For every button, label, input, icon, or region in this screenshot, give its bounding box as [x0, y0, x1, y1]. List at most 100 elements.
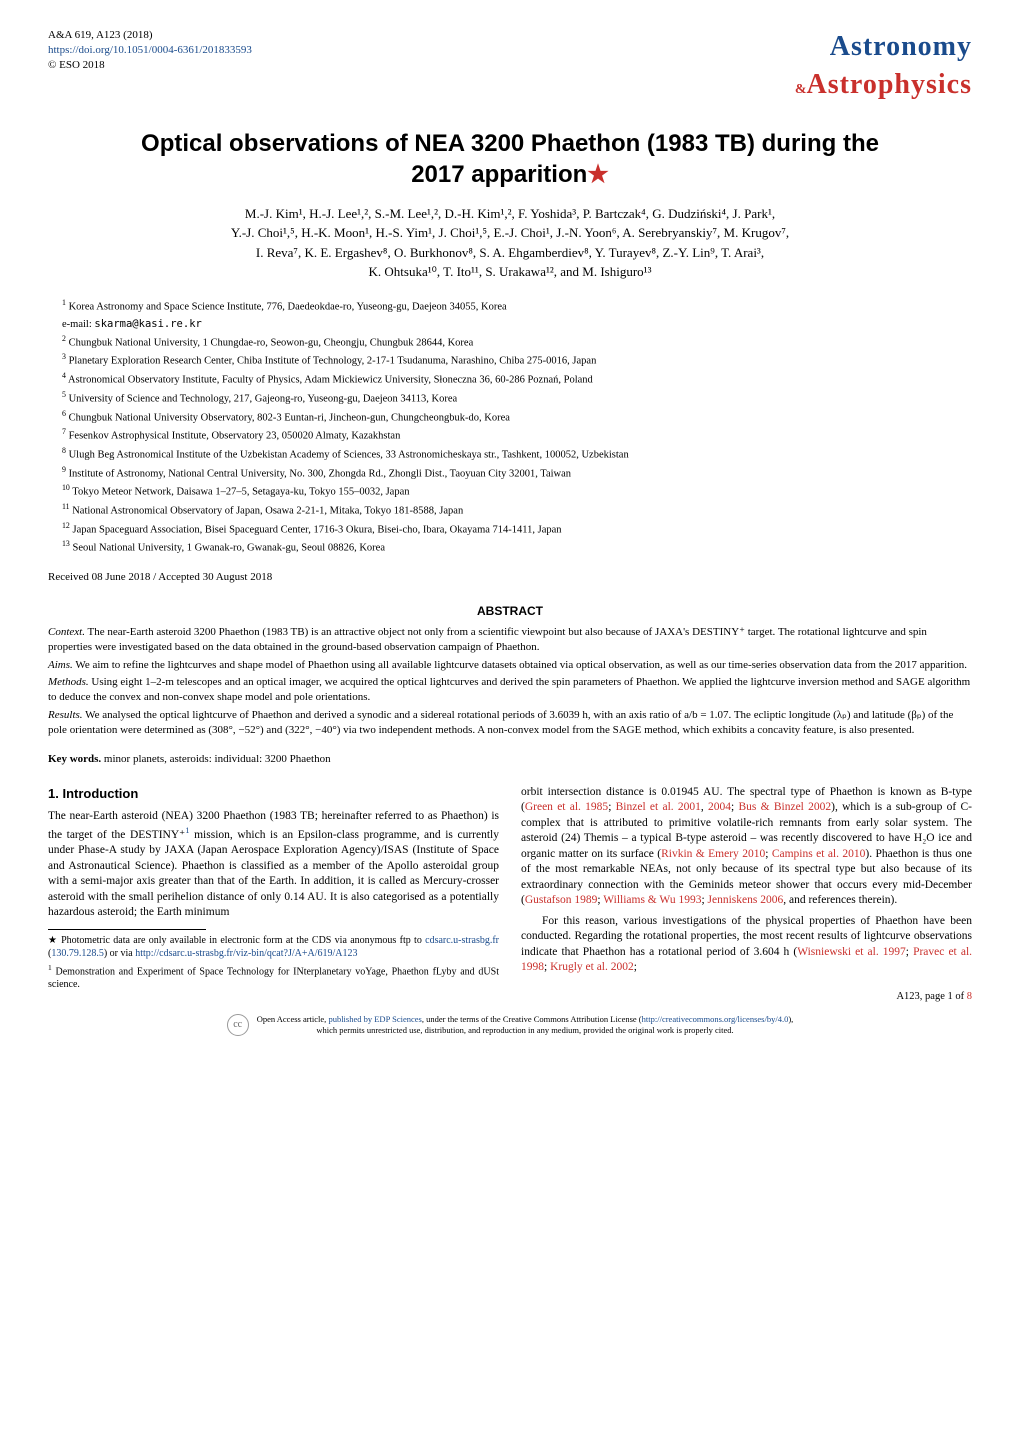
citation-link[interactable]: Green et al. 1985 [525, 801, 608, 813]
title-line1: Optical observations of NEA 3200 Phaetho… [141, 130, 879, 157]
intro-paragraph-right-1: orbit intersection distance is 0.01945 A… [521, 785, 972, 909]
license-text-a: Open Access article, [257, 1014, 329, 1024]
journal-ref: A&A 619, A123 (2018) [48, 28, 252, 43]
footnote-star: ★ Photometric data are only available in… [48, 934, 499, 961]
cc-icon: cc [227, 1014, 249, 1036]
page-label-a: A123, page 1 of [896, 991, 966, 1002]
abstract-aims: Aims. We aim to refine the lightcurves a… [48, 658, 972, 673]
authors-line3: I. Reva⁷, K. E. Ergashev⁸, O. Burkhonov⁸… [48, 243, 972, 263]
email-value[interactable]: skarma@kasi.re.kr [94, 318, 201, 330]
aff-sup: 5 [62, 390, 66, 399]
logo-astrophysics: Astrophysics [806, 69, 972, 100]
sep: , [701, 801, 708, 813]
authors-line2: Y.-J. Choi¹,⁵, H.-K. Moon¹, H.-S. Yim¹, … [48, 223, 972, 243]
aims-label: Aims. [48, 659, 73, 671]
intro-paragraph-right-2: For this reason, various investigations … [521, 914, 972, 976]
logo-astronomy: Astronomy [830, 31, 972, 62]
aff-text: Tokyo Meteor Network, Daisawa 1–27–5, Se… [72, 487, 409, 498]
copyright: © ESO 2018 [48, 58, 252, 73]
citation-link[interactable]: 2004 [708, 801, 731, 813]
citation-link[interactable]: Gustafson 1989 [525, 894, 598, 906]
affiliation-7: 7 Fesenkov Astrophysical Institute, Obse… [62, 427, 972, 444]
license-text-c: ), [788, 1014, 793, 1024]
aff-text: Fesenkov Astrophysical Institute, Observ… [69, 431, 401, 442]
authors-block: M.-J. Kim¹, H.-J. Lee¹,², S.-M. Lee¹,², … [48, 204, 972, 282]
affiliation-3: 3 Planetary Exploration Research Center,… [62, 352, 972, 369]
aff-sup: 11 [62, 502, 70, 511]
footnote-star-mark: ★ [48, 935, 58, 946]
aff-text: Ulugh Beg Astronomical Institute of the … [69, 449, 629, 460]
doi-link[interactable]: https://doi.org/10.1051/0004-6361/201833… [48, 43, 252, 58]
aff-sup: 6 [62, 409, 66, 418]
citation-link[interactable]: Bus & Binzel 2002 [739, 801, 832, 813]
keywords: Key words. minor planets, asteroids: ind… [48, 752, 972, 767]
abstract-results: Results. We analysed the optical lightcu… [48, 708, 972, 738]
sep: ; [731, 801, 738, 813]
citation-link[interactable]: Wisniewski et al. 1997 [797, 946, 906, 958]
aff-text: Chungbuk National University, 1 Chungdae… [69, 337, 474, 348]
page-total-link[interactable]: 8 [967, 991, 972, 1002]
aff-text: Planetary Exploration Research Center, C… [69, 356, 597, 367]
page-header: A&A 619, A123 (2018) https://doi.org/10.… [48, 28, 972, 104]
affiliations: 1 Korea Astronomy and Space Science Inst… [48, 298, 972, 556]
received-accepted: Received 08 June 2018 / Accepted 30 Augu… [48, 570, 972, 585]
footnote-text: ) or via [104, 948, 135, 959]
aims-text: We aim to refine the lightcurves and sha… [75, 659, 967, 671]
aff-sup: 1 [62, 298, 66, 307]
aff-sup: 4 [62, 371, 66, 380]
intro-paragraph-left: The near-Earth asteroid (NEA) 3200 Phaet… [48, 809, 499, 920]
authors-line4: K. Ohtsuka¹⁰, T. Ito¹¹, S. Urakawa¹², an… [48, 262, 972, 282]
para-text: , and references therein). [783, 894, 897, 906]
email-label: e-mail: [62, 319, 92, 330]
aff-sup: 13 [62, 539, 70, 548]
aff-text: Korea Astronomy and Space Science Instit… [69, 301, 507, 312]
aff-sup: 12 [62, 521, 70, 530]
para-text: ; [634, 961, 637, 973]
affiliation-10: 10 Tokyo Meteor Network, Daisawa 1–27–5,… [62, 483, 972, 500]
right-column: orbit intersection distance is 0.01945 A… [521, 785, 972, 1004]
cc-license-link[interactable]: http://creativecommons.org/licenses/by/4… [642, 1014, 789, 1024]
cds-url-link[interactable]: http://cdsarc.u-strasbg.fr/viz-bin/qcat?… [135, 948, 357, 959]
aff-text: Japan Spaceguard Association, Bisei Spac… [72, 524, 561, 535]
citation-link[interactable]: Jenniskens 2006 [708, 894, 784, 906]
aff-sup: 9 [62, 465, 66, 474]
citation-link[interactable]: Binzel et al. 2001 [616, 801, 701, 813]
abstract-methods: Methods. Using eight 1–2-m telescopes an… [48, 675, 972, 705]
footnote-1: 1 Demonstration and Experiment of Space … [48, 963, 499, 992]
license-text-d: which permits unrestricted use, distribu… [316, 1025, 733, 1035]
affiliation-6: 6 Chungbuk National University Observato… [62, 409, 972, 426]
affiliation-9: 9 Institute of Astronomy, National Centr… [62, 465, 972, 482]
methods-text: Using eight 1–2-m telescopes and an opti… [48, 676, 970, 703]
title-star: ★ [587, 161, 609, 188]
affiliation-8: 8 Ulugh Beg Astronomical Institute of th… [62, 446, 972, 463]
results-label: Results. [48, 709, 83, 721]
citation-link[interactable]: Rivkin & Emery 2010 [661, 848, 765, 860]
publisher-link[interactable]: published by EDP Sciences [328, 1014, 421, 1024]
aff-text: Astronomical Observatory Institute, Facu… [68, 375, 593, 386]
methods-label: Methods. [48, 676, 89, 688]
body-columns: 1. Introduction The near-Earth asteroid … [48, 785, 972, 1004]
page-number: A123, page 1 of 8 [521, 990, 972, 1004]
affiliation-1-email: e-mail: skarma@kasi.re.kr [62, 317, 972, 332]
left-column: 1. Introduction The near-Earth asteroid … [48, 785, 499, 1004]
results-text: We analysed the optical lightcurve of Ph… [48, 709, 953, 736]
authors-line1: M.-J. Kim¹, H.-J. Lee¹,², S.-M. Lee¹,², … [48, 204, 972, 224]
aff-text: Chungbuk National University Observatory… [69, 412, 510, 423]
citation-link[interactable]: Krugly et al. 2002 [550, 961, 634, 973]
sep: ; [608, 801, 615, 813]
cds-ip-link[interactable]: 130.79.128.5 [51, 948, 104, 959]
citation-link[interactable]: Campins et al. 2010 [772, 848, 866, 860]
journal-logo: Astronomy &Astrophysics [795, 28, 972, 104]
affiliation-2: 2 Chungbuk National University, 1 Chungd… [62, 334, 972, 351]
citation-link[interactable]: Williams & Wu 1993 [603, 894, 701, 906]
footnote-1-text: Demonstration and Experiment of Space Te… [48, 966, 499, 991]
cds-host-link[interactable]: cdsarc.u-strasbg.fr [425, 935, 499, 946]
affiliation-13: 13 Seoul National University, 1 Gwanak-r… [62, 539, 972, 556]
aff-text: Seoul National University, 1 Gwanak-ro, … [72, 543, 385, 554]
affiliation-12: 12 Japan Spaceguard Association, Bisei S… [62, 521, 972, 538]
sep: ; [765, 848, 772, 860]
abstract-heading: ABSTRACT [48, 603, 972, 619]
affiliation-1: 1 Korea Astronomy and Space Science Inst… [62, 298, 972, 315]
aff-sup: 7 [62, 427, 66, 436]
keywords-text: minor planets, asteroids: individual: 32… [104, 753, 331, 765]
